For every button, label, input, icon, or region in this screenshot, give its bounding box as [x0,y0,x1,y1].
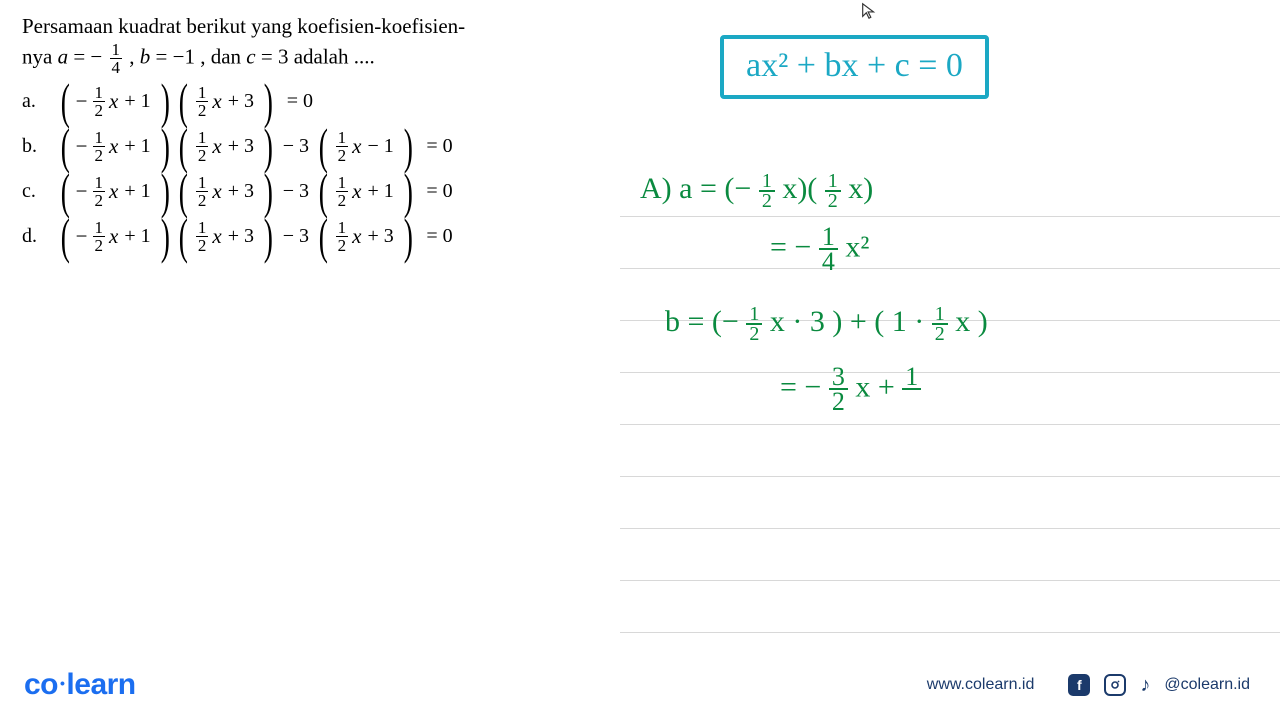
coef-c-value: 3 [278,45,289,69]
question-line2-suffix: adalah .... [294,45,375,69]
option-d: d. ( − 12 x + 1 ) ( 12 x + 3 ) − 3 ( 12 … [22,219,582,254]
work-line-b: b = (− 12 x · 3 ) + ( 1 · 12 x ) [665,305,988,343]
options-list: a. ( − 12 x + 1 ) ( 12 x + 3 ) = 0 b. ( … [22,84,582,254]
footer: co•learn www.colearn.id f ♪ @colearn.id [0,668,1280,702]
option-b: b. ( − 12 x + 1 ) ( 12 x + 3 ) − 3 ( 12 … [22,129,582,164]
work-panel: ax² + bx + c = 0 A) a = (− 12 x)( 12 x) … [620,0,1260,720]
work-line-a2: = − 14 x² [770,225,869,274]
coef-a-fraction: 1 4 [110,41,123,76]
coef-a-label: a [58,45,69,69]
logo: co•learn [24,668,136,702]
footer-handle: @colearn.id [1164,676,1250,694]
work-line-a: A) a = (− 12 x)( 12 x) [640,172,873,210]
option-a: a. ( − 12 x + 1 ) ( 12 x + 3 ) = 0 [22,84,582,119]
footer-right: www.colearn.id f ♪ @colearn.id [927,674,1250,697]
coef-b-value: −1 [173,45,195,69]
question-line2-prefix: nya [22,45,58,69]
option-c: c. ( − 12 x + 1 ) ( 12 x + 3 ) − 3 ( 12 … [22,174,582,209]
question-panel: Persamaan kuadrat berikut yang koefisien… [22,12,582,264]
instagram-icon [1104,674,1126,696]
tiktok-icon: ♪ [1140,674,1150,697]
footer-url: www.colearn.id [927,676,1035,694]
facebook-icon: f [1068,674,1090,696]
ruled-lines [620,165,1280,633]
boxed-equation: ax² + bx + c = 0 [720,35,989,99]
question-text: Persamaan kuadrat berikut yang koefisien… [22,12,582,76]
work-line-b2: = − 32 x + 1 [780,365,921,414]
question-line1: Persamaan kuadrat berikut yang koefisien… [22,14,465,38]
coef-b-label: b [140,45,151,69]
coef-c-label: c [246,45,255,69]
cursor-icon [860,2,878,25]
